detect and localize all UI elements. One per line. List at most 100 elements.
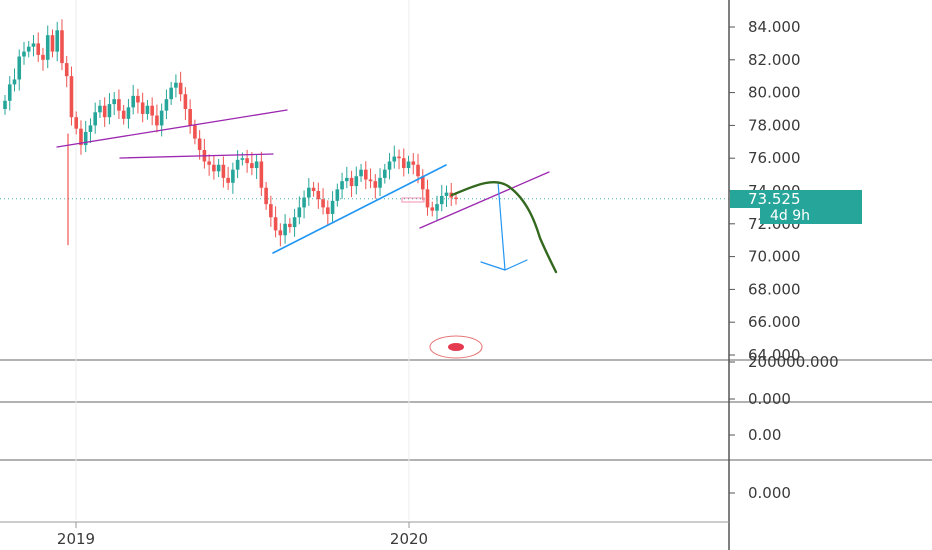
candle-body: [102, 105, 107, 118]
candle-body: [17, 56, 22, 80]
trendline-purple-horizontal: [119, 153, 274, 159]
candle-body: [316, 191, 321, 200]
price-marker: [401, 197, 425, 203]
candle-body: [226, 177, 230, 183]
price-tick-label: 66.000: [748, 313, 801, 331]
candle-body: [430, 207, 435, 211]
candle-body: [411, 161, 416, 165]
price-tick-label: 76.000: [748, 149, 801, 167]
candle-body: [79, 128, 83, 146]
candle-body: [278, 230, 283, 236]
projection-curve: [450, 181, 558, 274]
axis-layer: 84.00082.00080.00078.00076.00074.00072.0…: [0, 0, 839, 550]
candle-body: [207, 161, 211, 165]
price-tick-label: 70.000: [748, 248, 801, 266]
candle-body: [245, 158, 249, 164]
candle-body: [50, 35, 55, 52]
candle-body: [349, 177, 354, 187]
candle-body: [60, 30, 64, 64]
candle-body: [259, 161, 264, 188]
candle-body: [12, 79, 17, 85]
candle-body: [292, 217, 297, 228]
candle-body: [26, 46, 31, 52]
candle-body: [112, 99, 116, 105]
candle-body: [240, 158, 245, 160]
candle-body: [136, 95, 140, 103]
candle-body: [321, 199, 325, 208]
candle-body: [264, 187, 268, 205]
candle-body: [354, 176, 359, 187]
target-arrow-head-left: [480, 261, 506, 271]
candle-body: [378, 177, 382, 188]
candle-body: [178, 82, 183, 95]
candle-body: [311, 187, 316, 191]
target-arrow-shaft: [497, 181, 506, 271]
candle-body: [425, 189, 430, 208]
candle-body: [297, 207, 302, 218]
candle-body: [83, 131, 88, 146]
pane-scale-label-0: 200000.000: [748, 353, 839, 371]
candle-body: [406, 161, 411, 169]
candle-body: [231, 169, 235, 183]
grid-layer: [0, 0, 932, 520]
candle-body: [368, 179, 373, 182]
price-tick-label: 78.000: [748, 116, 801, 134]
candle-body: [435, 204, 439, 211]
candle-body: [188, 109, 192, 126]
trendline-purple-upper: [56, 109, 288, 148]
candle-body: [420, 176, 425, 190]
target-marker-dot: [448, 343, 464, 351]
candle-body: [45, 35, 50, 60]
candle-body: [174, 82, 178, 88]
candle-body: [164, 99, 169, 111]
candle-body: [340, 181, 344, 190]
candle-body: [269, 204, 273, 218]
candle-body: [140, 102, 145, 114]
candle-body: [169, 87, 173, 100]
price-tick-label: 82.000: [748, 51, 801, 69]
candle-body: [145, 105, 150, 114]
candle-body: [235, 159, 240, 170]
candle-body: [364, 169, 368, 180]
candle-body: [159, 110, 164, 126]
candle-body: [392, 156, 397, 162]
candle-body: [444, 192, 449, 196]
candle-body: [150, 105, 154, 116]
candle-body: [41, 54, 45, 60]
candle-body: [121, 110, 126, 119]
countdown-badge: 4d 9h: [760, 208, 862, 224]
last-price-badge: 73.525: [730, 190, 862, 208]
candle-body: [183, 94, 188, 109]
candle-body: [117, 99, 121, 111]
time-tick-label: 2020: [390, 530, 428, 548]
candle-body: [439, 195, 444, 205]
candle-body: [273, 217, 278, 231]
candle-body: [387, 161, 392, 170]
candle-body: [254, 161, 259, 169]
candle-body: [250, 163, 254, 169]
candle-body: [88, 125, 93, 132]
pane-scale-label-2: 0.00: [748, 426, 781, 444]
candle-body: [7, 84, 12, 101]
candle-body: [22, 51, 26, 57]
candle-body: [155, 115, 159, 126]
candle-body: [212, 164, 216, 172]
time-tick-label: 2019: [57, 530, 95, 548]
candle-body: [74, 117, 79, 129]
candle-body: [107, 104, 112, 118]
pane-scale-label-3: 0.000: [748, 484, 791, 502]
drawings-layer[interactable]: [56, 109, 558, 359]
candle-body: [93, 112, 97, 126]
candle-body: [193, 125, 197, 139]
candle-body: [283, 223, 287, 236]
candle-body: [98, 105, 102, 113]
candles-layer: [3, 19, 458, 247]
candle-body: [288, 223, 292, 228]
pane-scale-label-1: 0.000: [748, 390, 791, 408]
candle-body: [302, 197, 306, 208]
candle-body: [216, 164, 221, 172]
price-tick-label: 84.000: [748, 18, 801, 36]
target-marker-ring: [429, 335, 483, 359]
channel-line-blue: [272, 164, 447, 254]
